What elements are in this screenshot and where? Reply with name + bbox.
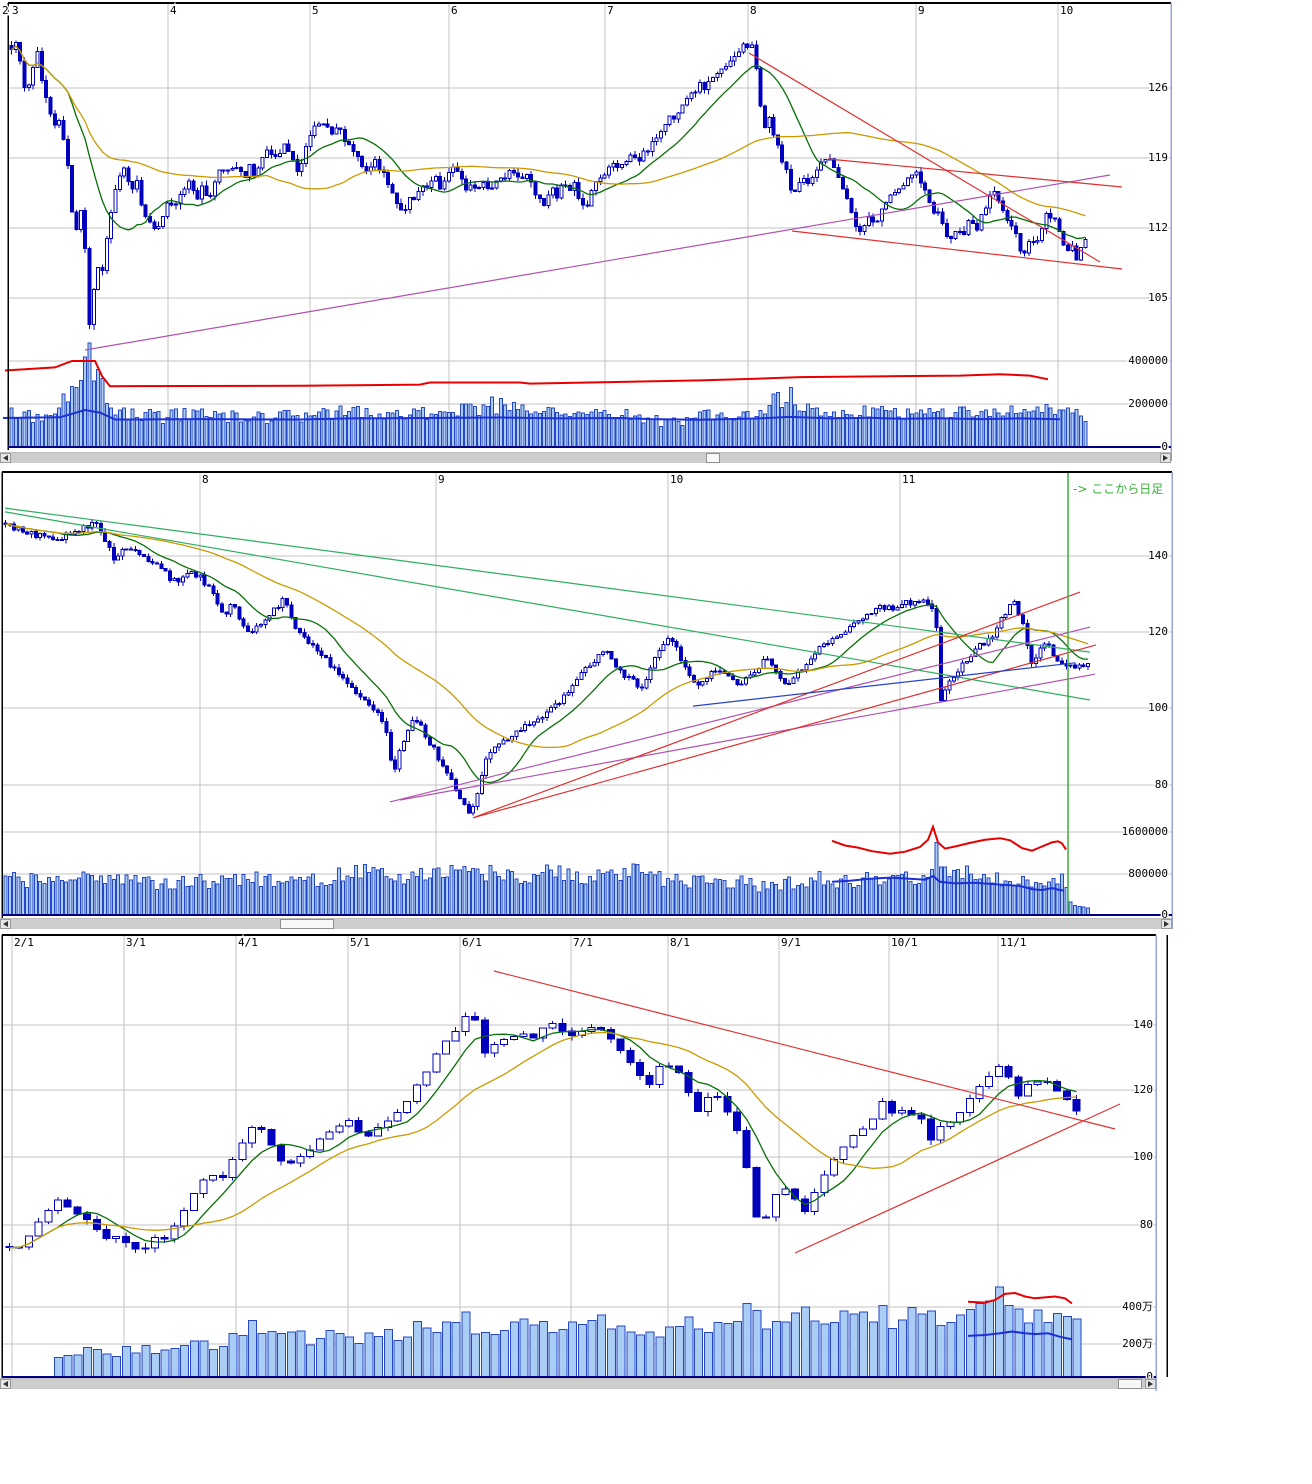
svg-text:112: 112 bbox=[1148, 221, 1168, 234]
scrollbar-thumb[interactable] bbox=[1118, 1379, 1142, 1389]
panel-hourly-grid bbox=[8, 3, 1171, 447]
svg-text:0: 0 bbox=[1146, 1370, 1153, 1383]
scroll-right-icon bbox=[1164, 921, 1169, 927]
scroll-left-icon bbox=[3, 1381, 8, 1387]
svg-text:200000: 200000 bbox=[1128, 397, 1168, 410]
panel-weekly-x-axis-labels: 2/1 3/1 4/1 5/1 6/1 7/1 8/1 9/1 10/1 11/1 bbox=[13, 935, 1029, 951]
scroll-right-button[interactable] bbox=[1145, 1379, 1156, 1389]
panel-weekly-y-axis-labels: 140 120 100 80 400万 200万 0 bbox=[1121, 1017, 1155, 1385]
svg-text:9: 9 bbox=[438, 473, 445, 486]
scroll-left-icon bbox=[3, 455, 8, 461]
panel-hourly: 2 3 4 5 6 7 8 9 10 126 119 112 105 400000 200000 0 bbox=[1, 2, 1172, 461]
svg-text:10/1: 10/1 bbox=[891, 936, 918, 949]
svg-text:8: 8 bbox=[750, 4, 757, 17]
svg-text:0: 0 bbox=[1161, 908, 1168, 921]
svg-text:6/1: 6/1 bbox=[462, 936, 482, 949]
panel-weekly-borders bbox=[1, 934, 1168, 1391]
panel-weekly-candles bbox=[5, 1012, 1081, 1254]
svg-text:6: 6 bbox=[451, 4, 458, 17]
svg-text:5/1: 5/1 bbox=[350, 936, 370, 949]
svg-text:7: 7 bbox=[607, 4, 614, 17]
svg-text:4/1: 4/1 bbox=[238, 936, 258, 949]
svg-text:4: 4 bbox=[170, 4, 177, 17]
scrollbar-track[interactable] bbox=[11, 919, 1161, 929]
scroll-right-button[interactable] bbox=[1160, 453, 1171, 463]
svg-text:5: 5 bbox=[312, 4, 319, 17]
svg-text:100: 100 bbox=[1133, 1150, 1153, 1163]
svg-text:400万: 400万 bbox=[1122, 1300, 1153, 1313]
panel-hourly-volume-bars bbox=[9, 342, 1088, 448]
panel-hourly-candles bbox=[9, 40, 1088, 331]
panel-daily-trendlines bbox=[4, 507, 1097, 819]
svg-text:9/1: 9/1 bbox=[781, 936, 801, 949]
svg-text:120: 120 bbox=[1133, 1083, 1153, 1096]
panel-daily-moving-averages bbox=[5, 523, 1089, 784]
svg-text:11: 11 bbox=[902, 473, 915, 486]
panel-weekly: 2/1 3/1 4/1 5/1 6/1 7/1 8/1 9/1 10/1 11/1 140 120 10… bbox=[1, 934, 1168, 1391]
scroll-left-button[interactable] bbox=[0, 453, 11, 463]
panel-daily-candles bbox=[3, 518, 1090, 816]
svg-text:3: 3 bbox=[12, 4, 19, 17]
svg-text:800000: 800000 bbox=[1128, 867, 1168, 880]
scrollbar-thumb[interactable] bbox=[280, 919, 334, 929]
svg-text:10: 10 bbox=[1060, 4, 1073, 17]
panel-daily-y-axis-labels: 140 120 100 80 1600000 800000 0 bbox=[1120, 548, 1169, 923]
scrollbar-thumb[interactable] bbox=[706, 453, 720, 463]
panel-daily: 8 9 10 11 140 120 100 80 1600000 800000 0 bbox=[1, 471, 1173, 929]
panel-hourly-y-axis-labels: 126 119 112 105 400000 200000 0 bbox=[1127, 80, 1170, 455]
svg-text:1600000: 1600000 bbox=[1122, 825, 1168, 838]
panel-weekly-volume-ma-lines bbox=[967, 1291, 1073, 1341]
svg-text:140: 140 bbox=[1148, 549, 1168, 562]
hourly-horizontal-scrollbar[interactable] bbox=[0, 452, 1171, 463]
svg-text:8: 8 bbox=[202, 473, 209, 486]
svg-text:140: 140 bbox=[1133, 1018, 1153, 1031]
weekly-horizontal-scrollbar[interactable] bbox=[0, 1378, 1156, 1389]
scroll-right-icon bbox=[1148, 1381, 1153, 1387]
daily-marker-label: -> ここから日足 bbox=[1073, 482, 1163, 496]
scroll-left-icon bbox=[3, 921, 8, 927]
panel-daily-grid bbox=[2, 472, 1172, 915]
panel-hourly-trendlines bbox=[84, 52, 1123, 351]
svg-text:8/1: 8/1 bbox=[670, 936, 690, 949]
svg-text:2/1: 2/1 bbox=[14, 936, 34, 949]
svg-text:120: 120 bbox=[1148, 625, 1168, 638]
scroll-left-button[interactable] bbox=[0, 1379, 11, 1389]
panel-weekly-trendlines bbox=[493, 970, 1121, 1254]
svg-text:119: 119 bbox=[1148, 151, 1168, 164]
panel-hourly-x-axis-labels: 2 3 4 5 6 7 8 9 10 bbox=[1, 3, 1075, 19]
svg-text:80: 80 bbox=[1140, 1218, 1153, 1231]
panel-daily-x-axis-labels: 8 9 10 11 bbox=[201, 472, 917, 488]
panel-hourly-volume-ma-lines bbox=[2, 360, 1061, 421]
scroll-right-button[interactable] bbox=[1161, 919, 1172, 929]
svg-text:7/1: 7/1 bbox=[573, 936, 593, 949]
svg-text:9: 9 bbox=[918, 4, 925, 17]
panel-weekly-volume-bars bbox=[54, 1286, 1082, 1378]
panel-daily-volume-ma-lines bbox=[831, 823, 1067, 892]
panel-daily-borders bbox=[1, 471, 1173, 929]
scrollbar-track[interactable] bbox=[11, 453, 1160, 463]
svg-text:10: 10 bbox=[670, 473, 683, 486]
svg-text:0: 0 bbox=[1161, 440, 1168, 453]
panel-hourly-moving-averages bbox=[11, 45, 1086, 240]
panel-weekly-moving-averages bbox=[9, 1028, 1077, 1249]
scroll-right-icon bbox=[1163, 455, 1168, 461]
panel-hourly-borders bbox=[7, 2, 1172, 461]
svg-text:200万: 200万 bbox=[1122, 1337, 1153, 1350]
svg-text:80: 80 bbox=[1155, 778, 1168, 791]
svg-text:3/1: 3/1 bbox=[126, 936, 146, 949]
svg-text:100: 100 bbox=[1148, 701, 1168, 714]
svg-text:2: 2 bbox=[2, 4, 9, 17]
svg-text:11/1: 11/1 bbox=[1000, 936, 1027, 949]
svg-text:126: 126 bbox=[1148, 81, 1168, 94]
svg-text:105: 105 bbox=[1148, 291, 1168, 304]
scroll-left-button[interactable] bbox=[0, 919, 11, 929]
scrollbar-track[interactable] bbox=[11, 1379, 1145, 1389]
daily-horizontal-scrollbar[interactable] bbox=[0, 918, 1172, 929]
svg-text:400000: 400000 bbox=[1128, 354, 1168, 367]
